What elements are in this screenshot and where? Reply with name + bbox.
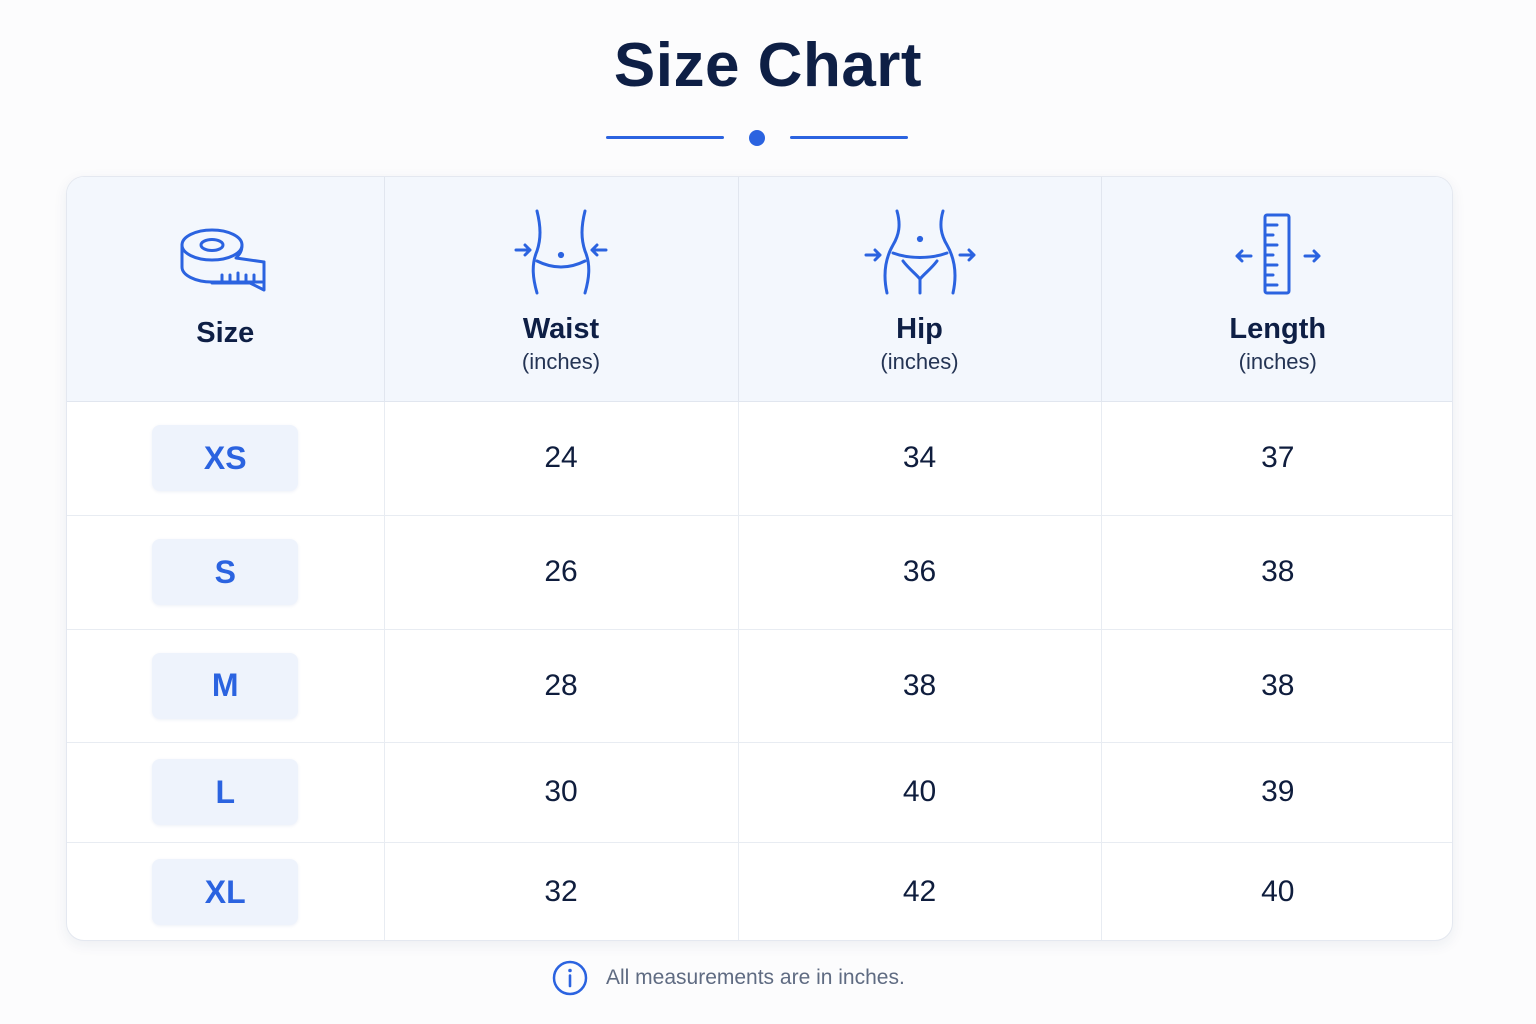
table-row: XS 24 34 37 — [67, 401, 1452, 516]
note-text: All measurements are in inches. — [606, 966, 905, 989]
size-badge: S — [152, 539, 299, 605]
header-size-label: Size — [196, 317, 255, 349]
table-row: L 30 40 39 — [67, 742, 1452, 843]
size-badge: L — [152, 759, 299, 825]
length-cell: 38 — [1101, 629, 1452, 743]
measurement-note: All measurements are in inches. — [552, 960, 905, 996]
length-cell: 39 — [1101, 742, 1452, 843]
header-length-unit: (inches) — [1238, 349, 1317, 374]
divider-line-left — [606, 136, 724, 139]
length-cell: 38 — [1101, 515, 1452, 630]
hip-cell: 40 — [738, 742, 1102, 843]
waist-cell: 28 — [384, 629, 739, 743]
size-cell: XS — [67, 401, 385, 516]
waist-cell: 32 — [384, 842, 739, 940]
table-row: M 28 38 38 — [67, 629, 1452, 743]
waist-icon — [514, 209, 608, 295]
size-table: Size Wai — [67, 177, 1452, 940]
header-size: Size — [67, 177, 385, 402]
header-waist-unit: (inches) — [521, 349, 601, 374]
divider-line-right — [790, 136, 908, 139]
waist-cell: 26 — [384, 515, 739, 630]
table-row: XL 32 42 40 — [67, 842, 1452, 940]
header-waist-label: Waist — [522, 313, 600, 345]
header-length-label: Length — [1229, 313, 1327, 345]
size-cell: XL — [67, 842, 385, 940]
size-badge: XS — [152, 425, 299, 491]
header-hip-unit: (inches) — [880, 349, 959, 374]
info-icon — [552, 960, 588, 996]
waist-cell: 30 — [384, 742, 739, 843]
hip-cell: 42 — [738, 842, 1102, 940]
divider-dot — [749, 130, 765, 146]
header-hip: Hip (inches) — [738, 177, 1102, 402]
length-cell: 40 — [1261, 875, 1295, 909]
table-row: S 26 36 38 — [67, 515, 1452, 630]
size-badge: XL — [152, 859, 299, 926]
ruler-icon — [1235, 213, 1321, 295]
tape-measure-icon — [180, 228, 266, 292]
hip-cell: 36 — [738, 515, 1102, 630]
size-cell: M — [67, 629, 385, 743]
header-waist: Waist (inches) — [384, 177, 739, 402]
title-divider — [606, 128, 908, 148]
table-header-row: Size Wai — [67, 177, 1452, 402]
size-table-card: Size Wai — [66, 176, 1453, 941]
hip-cell: 38 — [738, 629, 1102, 743]
size-badge: M — [152, 652, 299, 719]
header-length: Length (inches) — [1101, 177, 1452, 402]
size-cell: S — [67, 515, 385, 630]
size-cell: L — [67, 742, 385, 843]
length-cell: 37 — [1101, 401, 1452, 516]
waist-cell: 24 — [384, 401, 739, 516]
hip-cell: 34 — [738, 401, 1102, 516]
hip-icon — [864, 209, 975, 295]
page-title: Size Chart — [613, 31, 923, 100]
header-hip-label: Hip — [896, 313, 943, 345]
